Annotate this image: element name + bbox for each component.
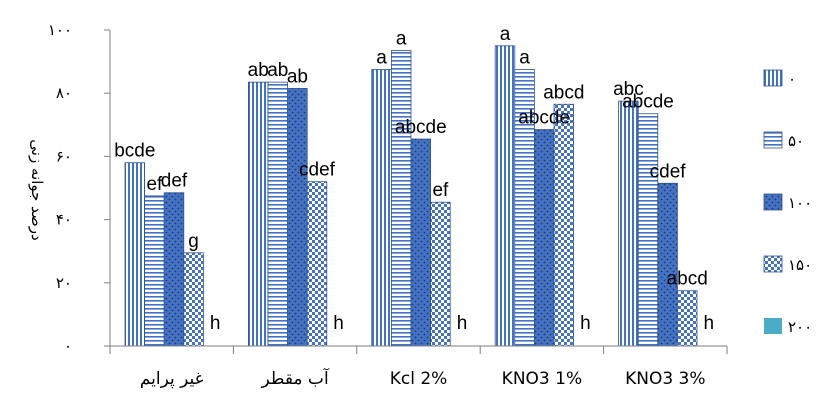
legend-label: ۱۵۰ bbox=[788, 256, 812, 274]
y-tick-label: ۲۰ bbox=[56, 274, 72, 292]
bar bbox=[390, 50, 412, 347]
data-label: a bbox=[519, 48, 530, 69]
data-label: h bbox=[333, 313, 344, 334]
x-tick-label: آب مقطر bbox=[261, 367, 330, 389]
data-label: bcde bbox=[114, 141, 155, 162]
bar bbox=[618, 100, 639, 347]
legend-label: ۱۰۰ bbox=[788, 194, 812, 212]
x-tick-label: غیر پرایم bbox=[140, 369, 204, 389]
bar bbox=[677, 290, 698, 347]
legend-swatch bbox=[763, 193, 783, 211]
data-label: h bbox=[704, 313, 715, 334]
data-label: abcde bbox=[395, 117, 447, 138]
bar bbox=[183, 252, 204, 347]
data-label: cdef bbox=[299, 160, 336, 181]
bar bbox=[267, 81, 289, 347]
bar bbox=[247, 81, 269, 347]
bar bbox=[410, 138, 432, 347]
bars bbox=[124, 45, 698, 347]
y-tick-label: ۰ bbox=[64, 337, 72, 355]
x-tick-label: Kcl 2% bbox=[390, 369, 448, 389]
y-tick-label: ۱۰۰ bbox=[48, 21, 72, 39]
x-axis-categories: غیر پرایم آب مقطر Kcl 2% KNO3 1% KNO3 3% bbox=[109, 346, 728, 389]
legend-label: ۰ bbox=[788, 70, 796, 88]
data-label: ef bbox=[432, 180, 449, 201]
data-label: a bbox=[500, 24, 511, 45]
data-label: h bbox=[580, 313, 591, 334]
bar bbox=[371, 69, 392, 347]
data-label: ab bbox=[248, 60, 269, 81]
bar-labels: bcdeefdefghabababcdefhaaabcdeefhaaabcdea… bbox=[114, 24, 714, 334]
legend-swatch bbox=[763, 69, 783, 87]
axes bbox=[109, 30, 727, 347]
data-label: cdef bbox=[650, 161, 687, 182]
y-tick-label: ۸۰ bbox=[56, 84, 72, 102]
bar bbox=[637, 113, 659, 347]
data-label: a bbox=[396, 29, 407, 50]
data-label: abcde bbox=[622, 92, 674, 113]
bar bbox=[494, 45, 516, 347]
data-label: ab bbox=[267, 60, 288, 81]
legend-label: ۵۰ bbox=[788, 132, 804, 150]
bar bbox=[553, 103, 575, 347]
data-label: g bbox=[188, 231, 199, 252]
y-axis-label: درصد جوانه زنی bbox=[28, 139, 46, 240]
data-label: def bbox=[161, 171, 188, 192]
data-label: a bbox=[376, 48, 387, 69]
data-label: abcde bbox=[518, 108, 570, 129]
data-label: abc bbox=[613, 79, 644, 100]
y-tick-label: ۴۰ bbox=[56, 211, 72, 229]
bar bbox=[144, 195, 165, 347]
y-tick-label: ۶۰ bbox=[56, 147, 72, 165]
legend-swatch bbox=[763, 255, 783, 273]
data-label: abcd bbox=[667, 269, 708, 290]
data-label: ef bbox=[146, 174, 163, 195]
bar bbox=[657, 182, 678, 347]
legend: ۰ ۵۰ ۱۰۰ ۱۵۰ ۲۰۰ bbox=[763, 69, 812, 336]
legend-swatch bbox=[764, 318, 782, 334]
bar bbox=[306, 181, 328, 347]
data-label: h bbox=[210, 313, 221, 334]
data-label: h bbox=[457, 313, 468, 334]
bar bbox=[430, 201, 451, 347]
bar bbox=[287, 88, 308, 347]
x-tick-label: KNO3 3% bbox=[625, 369, 705, 389]
bar bbox=[534, 129, 555, 347]
legend-label: ۲۰۰ bbox=[788, 318, 812, 336]
bar bbox=[124, 162, 146, 347]
legend-swatch bbox=[763, 131, 783, 149]
y-axis-ticks: ۰ ۲۰ ۴۰ ۶۰ ۸۰ ۱۰۰ bbox=[48, 21, 110, 355]
x-tick-label: KNO3 1% bbox=[502, 369, 582, 389]
data-label: ab bbox=[287, 66, 308, 87]
data-label: abcd bbox=[543, 82, 584, 103]
bar bbox=[163, 192, 185, 347]
